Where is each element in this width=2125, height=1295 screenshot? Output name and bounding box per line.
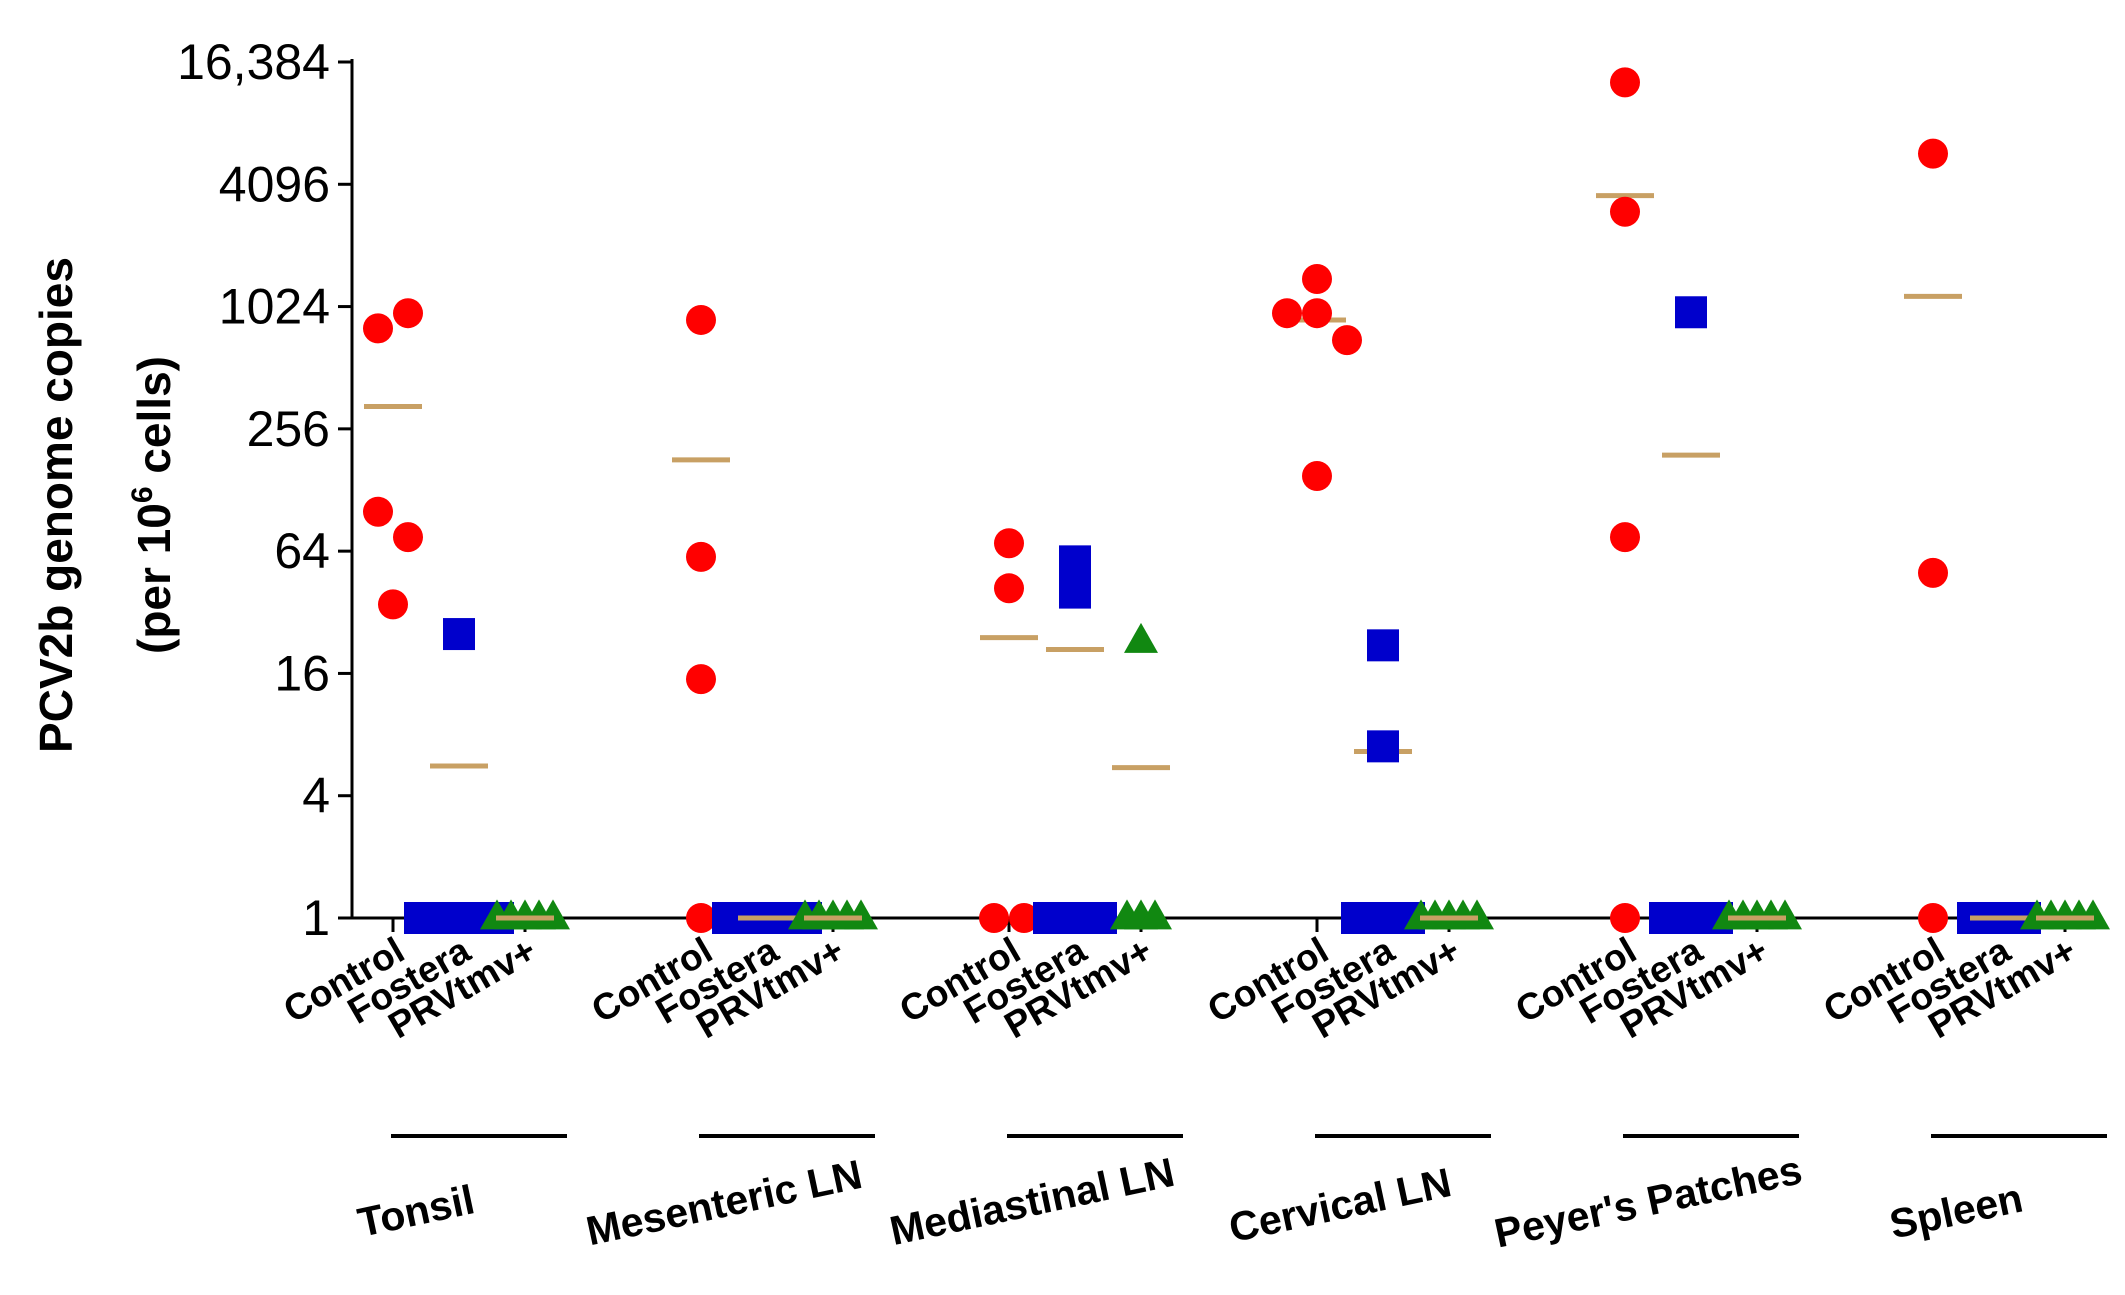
control-point [1009,903,1039,933]
tissue-label: Spleen [1886,1175,2027,1248]
y-axis-title-line1: PCV2b genome copies [30,257,82,753]
y-tick-label: 16,384 [177,34,330,90]
y-axis-title: PCV2b genome copies (per 106 cells) [30,257,180,753]
y-tick-label: 1 [302,890,330,946]
tissue-label: Cervical LN [1225,1159,1455,1251]
control-point [363,313,393,344]
fostera-point [1675,296,1707,329]
control-point [1918,138,1948,169]
prvtmv-point [844,899,878,930]
prvtmv-point [1138,899,1172,930]
fostera-point [1059,545,1091,578]
y-axis-title-superscript: 6 [126,486,159,503]
fostera-point [443,618,475,651]
control-point [686,903,716,933]
x-axis-labels: ControlFosteraPRVtmv+TonsilControlFoster… [277,929,2107,1257]
prvtmv-point [1124,622,1158,653]
control-point [1302,461,1332,492]
y-tick-label: 4 [302,768,330,824]
control-point [378,589,408,620]
control-point [686,541,716,572]
fostera-point [1367,730,1399,763]
y-tick-label: 4096 [219,156,330,212]
control-point [686,664,716,695]
prvtmv-point [536,899,570,930]
prvtmv-point [1768,899,1802,930]
axes: 1 4 16 64 256 1024 4096 16,384 [177,34,2100,946]
data-points [363,67,2110,934]
tissue-label: Tonsil [354,1176,479,1245]
control-point [1610,67,1640,98]
y-axis-title-line2: (per 106 cells) [126,356,180,654]
control-point [1332,325,1362,356]
control-point [1302,263,1332,294]
control-point [1272,298,1302,329]
tissue-label: Mediastinal LN [886,1149,1179,1254]
control-point [1610,196,1640,227]
fostera-point [1367,629,1399,662]
control-point [1918,903,1948,933]
y-tick-label: 256 [247,401,330,457]
y-tick-label: 64 [274,523,330,579]
tissue-label: Peyer's Patches [1490,1146,1806,1256]
prvtmv-point [2076,899,2110,930]
mean-lines [364,193,2094,921]
control-point [1918,557,1948,588]
control-point [994,573,1024,604]
control-point [979,903,1009,933]
control-point [393,522,423,553]
y-tick-label: 16 [274,645,330,701]
control-point [1610,903,1640,933]
prvtmv-point [1460,899,1494,930]
control-point [363,496,393,527]
fostera-point [1059,576,1091,609]
control-point [393,298,423,329]
tissue-label: Mesenteric LN [582,1151,866,1254]
y-tick-label: 1024 [219,279,330,335]
control-point [994,528,1024,559]
control-point [1610,522,1640,553]
control-point [686,304,716,335]
control-point [1302,298,1332,329]
